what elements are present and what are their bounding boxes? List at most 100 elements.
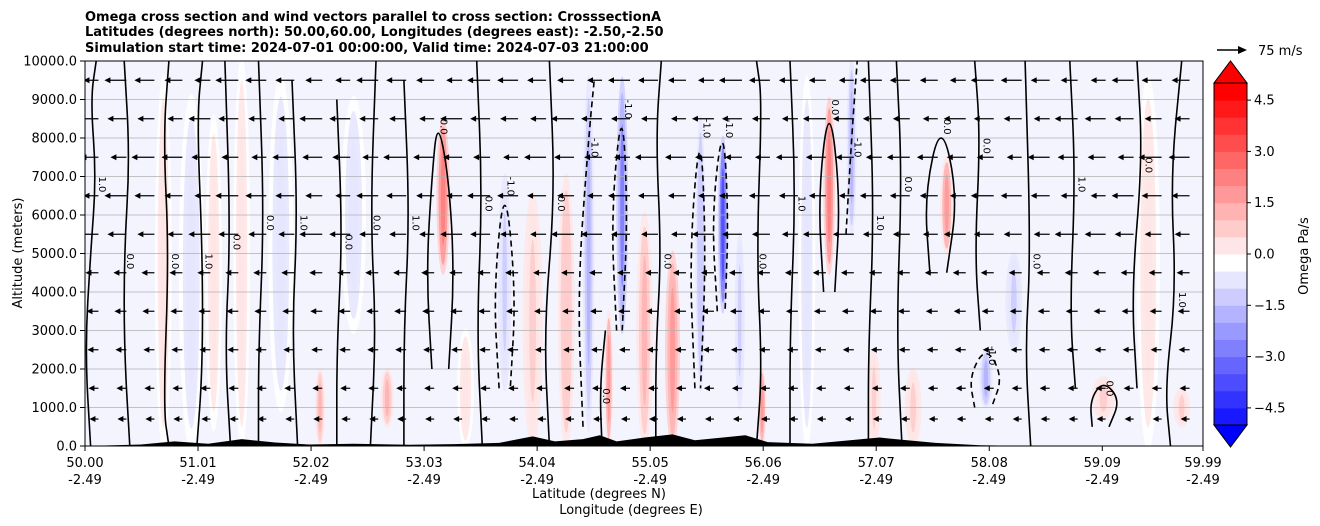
wind-vector-head [1090, 192, 1097, 199]
wind-vector-head [425, 416, 432, 423]
x-tick-label-lon: -2.49 [746, 473, 780, 488]
contour-label: 0.0 [1031, 254, 1042, 270]
wind-vector-head [284, 385, 291, 392]
wind-vector-head [365, 269, 372, 276]
wind-vector-head [1030, 77, 1037, 84]
wind-vector-head [506, 308, 513, 315]
wind-vector-head [788, 416, 795, 423]
wind-vector-head [419, 231, 426, 238]
wind-vector-head [86, 308, 93, 315]
omega-cell-core [804, 144, 810, 382]
x-tick-label-lon: -2.49 [294, 473, 328, 488]
wind-vector-head [1171, 77, 1178, 84]
wind-vector-head [943, 231, 950, 238]
wind-vector-head [757, 308, 764, 315]
wind-vector-head [311, 346, 318, 353]
wind-vector-head [648, 416, 655, 423]
wind-vector-head [1149, 308, 1156, 315]
wind-vector-head [421, 269, 428, 276]
wind-vector-head [191, 154, 198, 161]
wind-vector-head [1152, 416, 1159, 423]
y-tick-label: 4000.0 [32, 286, 78, 301]
wind-vector-head [1003, 231, 1010, 238]
wind-vector-head [871, 385, 878, 392]
wind-vector-head [561, 269, 568, 276]
contour-label: 0.0 [980, 138, 991, 154]
wind-vector-head [729, 308, 736, 315]
wind-vector-head [451, 346, 458, 353]
omega-cell-core [529, 239, 537, 403]
wind-vector-head [1144, 115, 1151, 122]
wind-vector-head [285, 416, 292, 423]
wind-vector-head [1009, 308, 1016, 315]
wind-vector-head [1093, 308, 1100, 315]
omega-cell-core [276, 137, 286, 351]
wind-vector-head [617, 269, 624, 276]
wind-vector-head [449, 269, 456, 276]
wind-vector-head [305, 77, 312, 84]
wind-vector-head [760, 416, 767, 423]
wind-vector-head [253, 269, 260, 276]
y-tick-label: 6000.0 [32, 209, 78, 224]
wind-vector-head [859, 192, 866, 199]
wind-vector-head [926, 346, 933, 353]
wind-vector-head [503, 154, 510, 161]
omega-cell-core [1011, 270, 1017, 333]
wind-vector-head [107, 115, 114, 122]
x-tick-label-lat: 59.99 [1184, 456, 1221, 471]
contour-line-zero [163, 61, 170, 446]
omega-cell-core [462, 350, 469, 426]
wind-vector-head [865, 154, 872, 161]
wind-vector-head [557, 77, 564, 84]
wind-vector-head [143, 346, 150, 353]
x-tick-label-lon: -2.49 [1085, 473, 1119, 488]
wind-vector-head [299, 231, 306, 238]
colorbar-extend-bottom [1213, 424, 1248, 448]
contour-label: 0.0 [438, 119, 449, 135]
wind-vector-head [1122, 346, 1129, 353]
wind-vector-head [1003, 115, 1010, 122]
wind-vector-head [670, 231, 677, 238]
wind-vector-head [1084, 231, 1091, 238]
wind-vector-head [754, 154, 761, 161]
wind-vector-head [1141, 192, 1148, 199]
wind-vector-head [816, 416, 823, 423]
contour-label: 0.0 [600, 388, 611, 404]
wind-vector-head [424, 385, 431, 392]
wind-vector-head [467, 192, 474, 199]
wind-vector-head [275, 77, 282, 84]
wind-vector-head [842, 346, 849, 353]
wind-vector-head [899, 385, 906, 392]
contour-label: 0.0 [1103, 381, 1114, 397]
x-tick-label-lon: -2.49 [1186, 473, 1220, 488]
wind-vector-head [751, 115, 758, 122]
contour-label: -1.0 [723, 119, 734, 139]
colorbar-segment [1214, 254, 1247, 272]
wind-vector-head [221, 154, 228, 161]
y-tick-label: 8000.0 [32, 132, 78, 147]
wind-vector-head [672, 269, 679, 276]
wind-vector-head [838, 192, 845, 199]
colorbar-segment [1214, 168, 1247, 187]
contour-label: 0.0 [902, 177, 913, 193]
wind-vector-head [1111, 77, 1118, 84]
wind-vector-head [110, 154, 117, 161]
omega-cell-core [187, 160, 196, 386]
wind-vector-head [646, 346, 653, 353]
contour-line-zero [1165, 61, 1183, 446]
wind-vector-head [897, 308, 904, 315]
wind-vector-head [535, 346, 542, 353]
wind-vector-layer [85, 77, 1190, 423]
wind-vector-head [197, 269, 204, 276]
wind-vector-head [329, 231, 336, 238]
wind-vector-head [199, 346, 206, 353]
wind-vector-head [366, 308, 373, 315]
contour-label: 0.0 [342, 234, 353, 250]
wind-vector-head [389, 115, 396, 122]
grid-lines [85, 99, 1203, 408]
wind-vector-head [1036, 269, 1043, 276]
wind-vector-head [563, 346, 570, 353]
contour-line-zero [426, 132, 454, 370]
wind-vector-head [1150, 346, 1157, 353]
wind-vector-head [1057, 154, 1064, 161]
